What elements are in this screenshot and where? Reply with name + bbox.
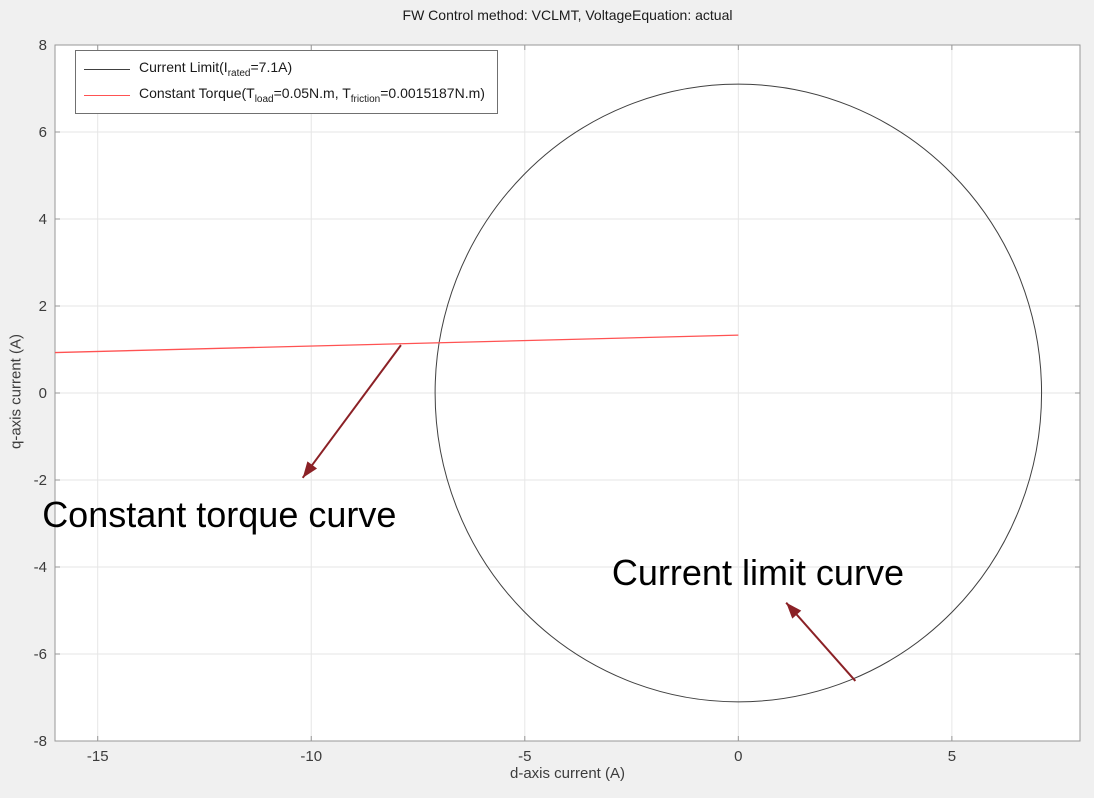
- annotation-arrowhead: [302, 461, 318, 478]
- x-tick-label: -15: [87, 748, 109, 765]
- y-tick-label: 8: [39, 37, 47, 54]
- y-tick-label: -6: [34, 646, 47, 663]
- chart-title: FW Control method: VCLMT, VoltageEquatio…: [402, 7, 733, 23]
- x-tick-label: -5: [518, 748, 531, 765]
- legend-item: Current Limit(Irated=7.1A): [84, 56, 485, 82]
- y-tick-label: -4: [34, 559, 47, 576]
- annotation-arrowhead: [786, 602, 802, 619]
- y-tick-label: -8: [34, 733, 47, 750]
- x-tick-label: 5: [948, 748, 956, 765]
- legend-line-sample: [84, 68, 130, 70]
- annotation-text: Constant torque curve: [42, 494, 397, 536]
- y-tick-label: 4: [39, 211, 47, 228]
- y-axis-label: q-axis current (A): [7, 333, 25, 450]
- x-axis-label: d-axis current (A): [509, 765, 626, 782]
- legend-item-label: Constant Torque(Tload=0.05N.m, Tfriction…: [139, 85, 485, 105]
- y-tick-label: 6: [39, 124, 47, 141]
- annotation-text: Current limit curve: [611, 551, 904, 593]
- y-tick-label: 2: [39, 298, 47, 315]
- x-tick-label: 0: [734, 748, 742, 765]
- annotation-arrow: [301, 344, 402, 479]
- y-tick-label: -2: [34, 472, 47, 489]
- legend-item: Constant Torque(Tload=0.05N.m, Tfriction…: [84, 82, 485, 108]
- y-tick-label: 0: [39, 385, 47, 402]
- annotation-arrow: [785, 602, 857, 682]
- x-tick-label: -10: [300, 748, 322, 765]
- legend: Current Limit(Irated=7.1A) Constant Torqu…: [75, 50, 498, 114]
- current-limit-circle: [434, 83, 1043, 703]
- legend-line-sample: [84, 94, 130, 96]
- legend-item-label: Current Limit(Irated=7.1A): [139, 59, 293, 79]
- constant-torque-line: [54, 334, 739, 354]
